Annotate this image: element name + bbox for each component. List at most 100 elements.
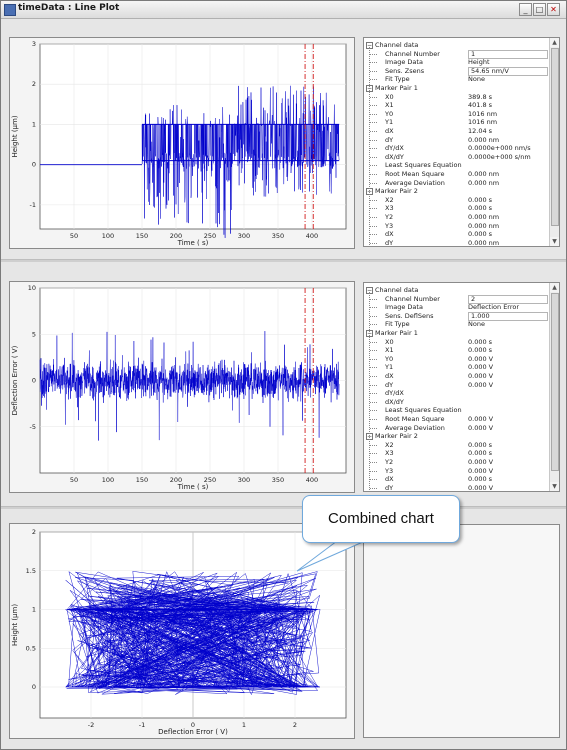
property-row[interactable]: Sens. DeflSens 1.000 (364, 311, 549, 321)
tree-guide-line (369, 47, 370, 246)
property-row[interactable]: dY/dX 0.0000e+000 nm/s (364, 144, 549, 153)
property-label: Y3 (385, 221, 394, 230)
property-row[interactable]: dY 0.000 nm (364, 136, 549, 145)
property-row[interactable]: Root Mean Square 0.000 V (364, 415, 549, 424)
property-row[interactable]: Y1 0.000 V (364, 363, 549, 372)
tree-connector (370, 225, 377, 227)
tree-connector (370, 122, 377, 124)
property-row[interactable]: Average Deviation 0.000 nm (364, 179, 549, 188)
tree-connector (370, 462, 377, 463)
tree-connector (370, 113, 377, 115)
tree-connector (370, 410, 377, 412)
x-axis-label: Time ( s) (177, 483, 209, 491)
scrollbar-1[interactable]: ▲ ▼ (549, 38, 559, 246)
property-label: Image Data (385, 58, 423, 67)
y-tick-label: 2 (32, 80, 36, 88)
property-value: 1016 nm (468, 118, 498, 127)
property-row[interactable]: X1 0.000 s (364, 346, 549, 355)
scroll-down-icon[interactable]: ▼ (550, 482, 559, 491)
property-row[interactable]: Fit Type None (364, 320, 549, 329)
property-tree-2: − Channel data Channel Number 2 Image Data De… (364, 283, 549, 491)
tree-connector (370, 105, 377, 107)
properties-panel-3-empty (363, 524, 560, 738)
property-row[interactable]: Fit Type None (364, 75, 549, 84)
property-row[interactable]: X2 0.000 s (364, 196, 549, 205)
property-row[interactable]: dY/dX (364, 389, 549, 398)
property-row[interactable]: dY 0.000 V (364, 484, 549, 491)
property-row[interactable]: dY 0.000 V (364, 381, 549, 390)
property-value[interactable]: 1.000 (468, 311, 548, 321)
property-row[interactable]: Y0 0.000 V (364, 355, 549, 364)
property-row[interactable]: Y1 1016 nm (364, 118, 549, 127)
property-row[interactable]: dX/dY 0.0000e+000 s/nm (364, 153, 549, 162)
property-row[interactable]: Root Mean Square 0.000 nm (364, 170, 549, 179)
tree-connector (370, 217, 377, 218)
tree-connector (370, 393, 377, 395)
scrollbar-2[interactable]: ▲ ▼ (549, 283, 559, 491)
property-row[interactable]: Image Data Deflection Error (364, 303, 549, 312)
property-label: dY (385, 380, 394, 389)
property-row[interactable]: Least Squares Equation (364, 161, 549, 170)
y-tick-label: 5 (32, 330, 36, 338)
property-row[interactable]: Y0 1016 nm (364, 110, 549, 119)
splitter-2[interactable] (1, 506, 566, 509)
property-row[interactable]: X0 0.000 s (364, 338, 549, 347)
splitter-1[interactable] (1, 259, 566, 262)
property-row[interactable]: Image Data Height (364, 58, 549, 67)
property-label: Channel Number (385, 294, 440, 303)
scroll-up-icon[interactable]: ▲ (550, 283, 559, 292)
property-row[interactable]: dX 12.04 s (364, 127, 549, 136)
height-vs-time-chart[interactable]: 50 100 150 200 250 300 350 400 -1 0 1 2 3 Time ( s) He… (10, 38, 354, 248)
property-row[interactable]: dY 0.000 nm (364, 239, 549, 246)
tree-connector (370, 419, 377, 420)
maximize-icon[interactable]: □ (533, 3, 546, 16)
properties-panel-2: − Channel data Channel Number 2 Image Data De… (363, 282, 560, 492)
property-label: dY (385, 135, 394, 144)
property-value[interactable]: 54.65 nm/V (468, 66, 548, 76)
property-row[interactable]: X3 0.000 s (364, 449, 549, 458)
property-row[interactable]: Channel Number 2 (364, 294, 549, 304)
property-row[interactable]: Average Deviation 0.000 V (364, 424, 549, 433)
property-row[interactable]: Y3 0.000 nm (364, 222, 549, 231)
property-label: dY/dX (385, 144, 404, 153)
close-icon[interactable]: ✕ (547, 3, 560, 16)
y-axis-label: Height (µm) (11, 604, 19, 646)
property-label: Y3 (385, 466, 394, 475)
property-row[interactable]: X1 401.8 s (364, 101, 549, 110)
property-value[interactable]: 2 (468, 294, 548, 304)
property-row[interactable]: dX 0.000 s (364, 230, 549, 239)
combined-xy-chart[interactable]: -2 -1 0 1 2 0 0.5 1 1.5 2 Deflection Error ( V) Hei… (10, 524, 354, 738)
property-row[interactable]: X2 0.000 s (364, 441, 549, 450)
property-row[interactable]: Channel Number 1 (364, 49, 549, 59)
scroll-thumb[interactable] (551, 48, 559, 226)
tree-connector (370, 62, 377, 64)
property-row[interactable]: dX/dY (364, 398, 549, 407)
x-tick-label: -1 (139, 721, 145, 729)
property-row[interactable]: Least Squares Equation (364, 406, 549, 415)
title-bar[interactable]: timeData : Line Plot _ □ ✕ (1, 1, 566, 19)
property-row[interactable]: Y2 0.000 V (364, 458, 549, 467)
scroll-down-icon[interactable]: ▼ (550, 237, 559, 246)
property-row[interactable]: Y2 0.000 nm (364, 213, 549, 222)
deflection-trace (39, 331, 340, 441)
window-title: timeData : Line Plot (18, 3, 120, 13)
property-row[interactable]: Y3 0.000 V (364, 467, 549, 476)
scroll-up-icon[interactable]: ▲ (550, 38, 559, 47)
property-label: Channel Number (385, 49, 440, 58)
property-label: X2 (385, 440, 394, 449)
property-row[interactable]: dX 0.000 V (364, 372, 549, 381)
property-row[interactable]: dX 0.000 s (364, 475, 549, 484)
property-row[interactable]: X3 0.000 s (364, 204, 549, 213)
y-tick-label: 2 (32, 528, 36, 536)
property-label: Least Squares Equation (385, 406, 462, 415)
property-row[interactable]: X0 389.8 s (364, 93, 549, 102)
deflection-vs-time-chart[interactable]: 50 100 150 200 250 300 350 400 -5 0 5 10 Time ( s) De… (10, 282, 354, 492)
property-row[interactable]: Sens. Zsens 54.65 nm/V (364, 66, 549, 76)
minimize-icon[interactable]: _ (519, 3, 532, 16)
chart-panel-2: 50 100 150 200 250 300 350 400 -5 0 5 10 Time ( s) De… (9, 281, 355, 493)
x-tick-label: 100 (102, 476, 114, 484)
tree-connector (370, 131, 377, 132)
tree-connector (370, 148, 377, 150)
scroll-thumb[interactable] (551, 293, 559, 471)
property-value[interactable]: 1 (468, 49, 548, 59)
